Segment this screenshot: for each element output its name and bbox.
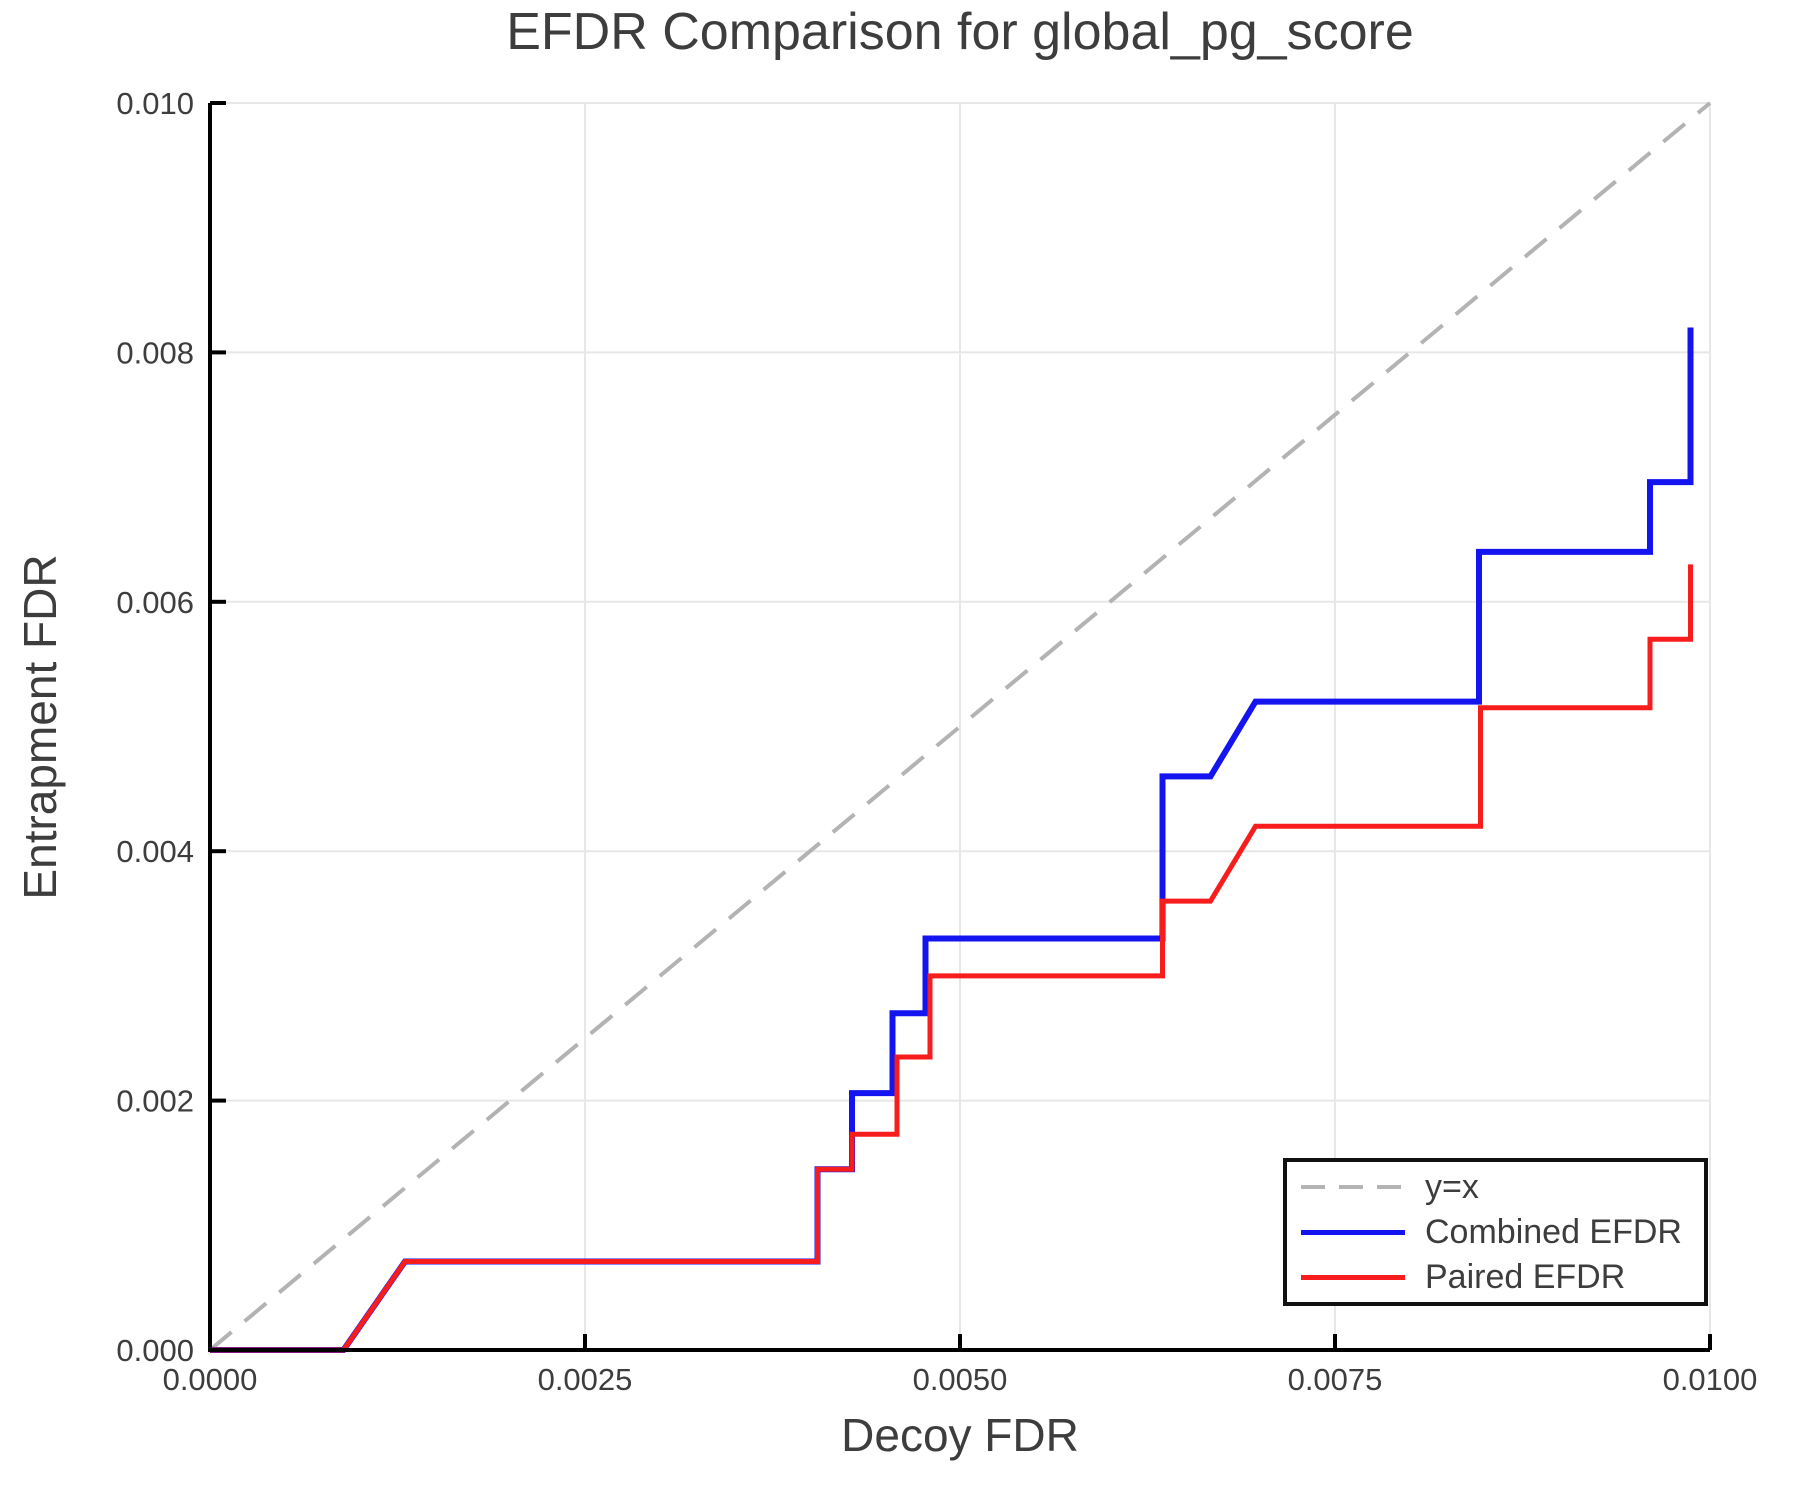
x-tick-label: 0.0075 — [1288, 1362, 1383, 1397]
paired-efdr-line-swatch — [1301, 1274, 1405, 1280]
legend-item-yx: y=x — [1301, 1167, 1704, 1207]
legend-item-combined-efdr: Combined EFDR — [1301, 1212, 1704, 1252]
legend-label-yx: y=x — [1425, 1168, 1479, 1206]
paired-efdr-line — [210, 564, 1693, 1353]
y-tick-label: 0.008 — [116, 335, 194, 370]
legend-label-paired-efdr: Paired EFDR — [1425, 1258, 1626, 1296]
legend: y=x Combined EFDR Paired EFDR — [1283, 1158, 1708, 1306]
legend-label-combined-efdr: Combined EFDR — [1425, 1213, 1682, 1251]
y-tick-label: 0.000 — [116, 1333, 194, 1368]
yx-reference-line — [208, 101, 1712, 1352]
legend-item-paired-efdr: Paired EFDR — [1301, 1257, 1704, 1297]
combined-efdr-line-swatch — [1301, 1229, 1405, 1235]
y-tick-label: 0.010 — [116, 86, 194, 121]
y-tick-label: 0.006 — [116, 585, 194, 620]
y-axis-title: Entrapment FDR — [14, 554, 66, 900]
x-axis-title: Decoy FDR — [841, 1409, 1079, 1461]
x-tick-label: 0.0025 — [538, 1362, 633, 1397]
y-tick-label: 0.004 — [116, 834, 194, 869]
yx-dashed-line-swatch — [1301, 1185, 1405, 1189]
chart-title: EFDR Comparison for global_pg_score — [506, 3, 1414, 61]
x-tick-label: 0.0000 — [163, 1362, 258, 1397]
x-tick-label: 0.0100 — [1663, 1362, 1758, 1397]
y-tick-label: 0.002 — [116, 1084, 194, 1119]
x-tick-label: 0.0050 — [913, 1362, 1008, 1397]
